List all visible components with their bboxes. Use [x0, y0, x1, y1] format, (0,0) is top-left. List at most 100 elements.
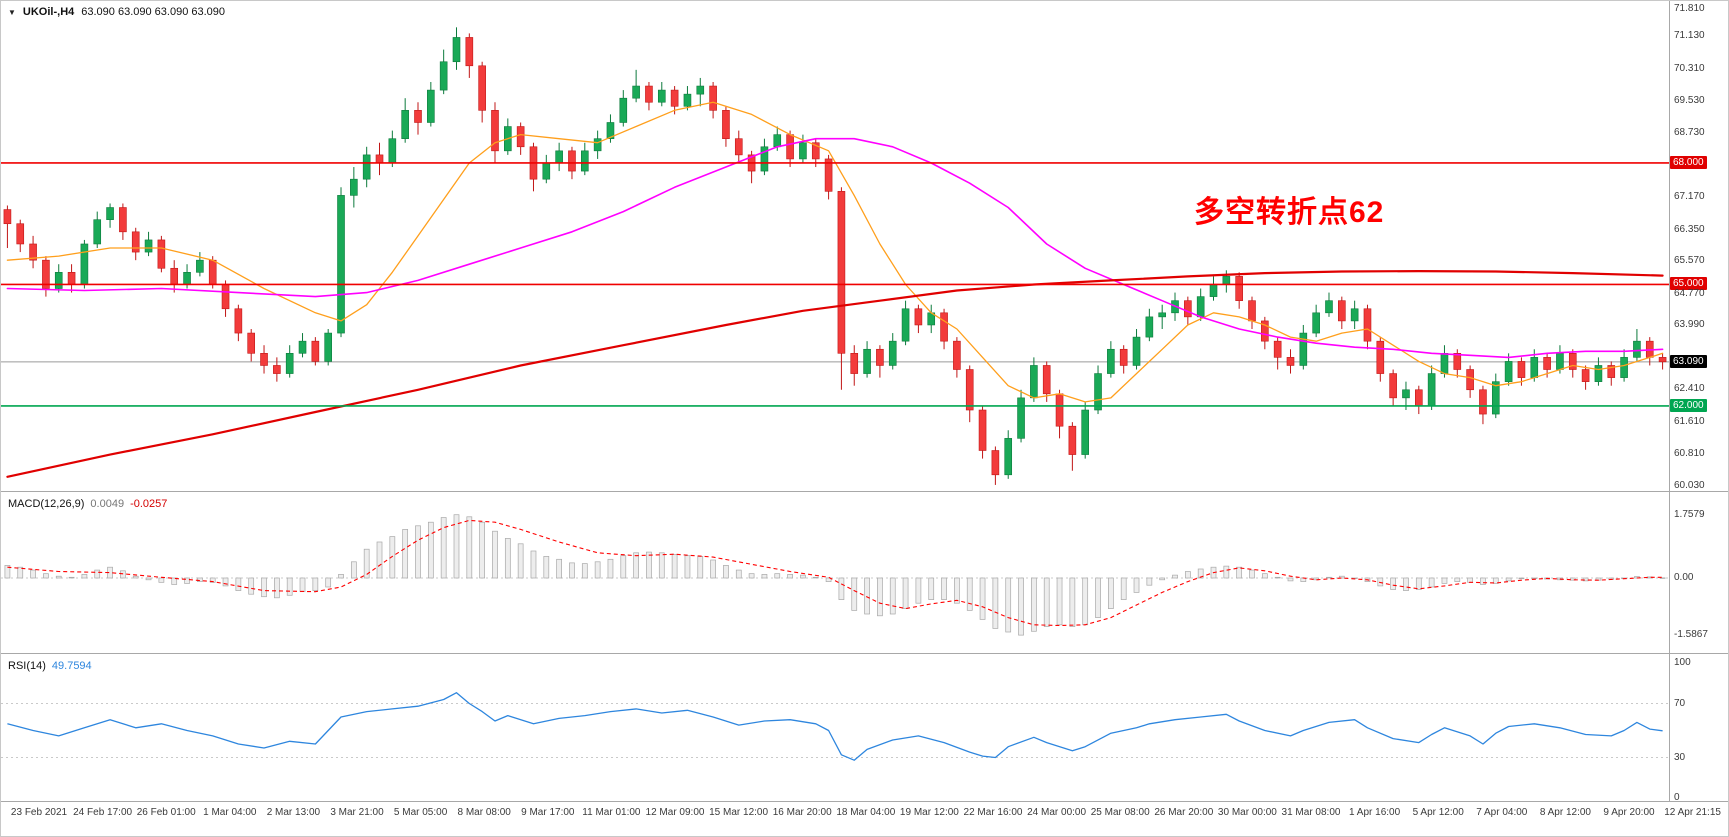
candle — [1145, 308, 1154, 342]
panel-separator-rsi-time[interactable] — [1, 801, 1728, 802]
candle — [683, 86, 692, 111]
price-axis-label: 65.570 — [1674, 255, 1705, 267]
symbol-info-bar[interactable]: ▼ UKOil-,H4 63.090 63.090 63.090 63.090 — [8, 6, 225, 18]
ohlc-values: 63.090 63.090 63.090 63.090 — [81, 6, 226, 18]
candle — [1389, 369, 1397, 406]
candle — [619, 90, 628, 127]
candle — [1248, 296, 1256, 330]
candle — [1312, 304, 1320, 338]
time-axis-label: 19 Mar 12:00 — [899, 807, 959, 818]
candle — [1132, 329, 1141, 370]
candle — [901, 300, 910, 346]
macd-axis-label: -1.5867 — [1674, 629, 1708, 641]
time-axis: 23 Feb 2021 24 Feb 17:00 26 Feb 01:00 1 Mar… — [1, 802, 1728, 836]
candle — [1081, 401, 1089, 459]
price-axis-label: 61.610 — [1674, 415, 1705, 427]
candle — [722, 106, 730, 147]
chevron-down-icon[interactable]: ▼ — [8, 7, 16, 17]
candle — [1042, 361, 1051, 402]
price-tag-68.000: 68.000 — [1670, 155, 1707, 169]
candle — [1325, 292, 1333, 317]
candle — [16, 219, 25, 253]
price-axis-label: 60.810 — [1674, 448, 1705, 460]
time-axis-label: 7 Apr 04:00 — [1476, 807, 1528, 818]
candle — [491, 102, 499, 163]
candle — [1376, 337, 1385, 382]
candle — [1094, 365, 1102, 415]
time-axis-label: 24 Feb 17:00 — [73, 807, 133, 818]
time-axis-label: 2 Mar 13:00 — [266, 807, 321, 818]
macd-main-value: 0.0049 — [90, 498, 125, 510]
candle — [170, 260, 179, 293]
time-axis-label: 9 Mar 17:00 — [521, 807, 575, 818]
price-axis-label: 71.810 — [1674, 2, 1705, 14]
candle — [1261, 316, 1269, 350]
candle — [580, 142, 589, 176]
candle — [285, 345, 294, 378]
candle — [542, 154, 551, 184]
candle — [157, 235, 166, 273]
candle — [131, 227, 140, 261]
macd-panel — [1, 514, 1669, 636]
candle — [876, 345, 884, 378]
candle — [234, 304, 243, 342]
candles-layer — [3, 27, 1667, 485]
time-axis-label: 5 Apr 12:00 — [1412, 807, 1464, 818]
candle — [1209, 276, 1218, 301]
horizontal-level-lines[interactable] — [1, 162, 1669, 407]
price-axis-label: 67.170 — [1674, 190, 1705, 202]
candle — [1517, 357, 1526, 386]
time-axis-label: 23 Feb 2021 — [10, 807, 68, 818]
time-axis-label: 12 Mar 09:00 — [645, 807, 705, 818]
candle — [824, 154, 833, 200]
time-axis-label: 26 Mar 20:00 — [1154, 807, 1214, 818]
candle — [106, 203, 114, 228]
time-axis-label: 11 Mar 01:00 — [582, 807, 641, 818]
candle — [3, 205, 12, 249]
candle — [1004, 430, 1013, 479]
macd-axis-label: 1.7579 — [1674, 508, 1705, 520]
candle — [837, 187, 846, 390]
candle — [478, 61, 486, 123]
candle — [1363, 304, 1372, 350]
price-axis-label: 70.310 — [1674, 63, 1705, 75]
candle — [1055, 389, 1064, 439]
macd-name: MACD(12,26,9) — [8, 498, 85, 510]
candle — [1273, 337, 1282, 370]
candle — [324, 329, 332, 366]
time-axis-label: 22 Mar 16:00 — [963, 807, 1023, 818]
candle — [298, 333, 307, 358]
candle — [1633, 329, 1641, 362]
panel-separator-macd-rsi[interactable] — [1, 653, 1728, 654]
time-axis-label: 5 Mar 05:00 — [393, 807, 448, 818]
candle — [1645, 337, 1654, 366]
price-axis-label: 69.530 — [1674, 95, 1705, 107]
candle — [1658, 353, 1667, 370]
time-axis-label: 9 Apr 20:00 — [1603, 807, 1655, 818]
rsi-name: RSI(14) — [8, 660, 46, 672]
candle — [516, 122, 525, 155]
candle — [657, 81, 666, 107]
price-annotation[interactable]: 多空转折点62 — [1194, 196, 1385, 229]
candle — [54, 264, 63, 293]
time-axis-label: 15 Mar 12:00 — [709, 807, 769, 818]
price-axis-label: 60.030 — [1674, 479, 1705, 491]
macd-axis-label: 0.00 — [1674, 572, 1694, 583]
candle — [914, 304, 923, 334]
candle — [1030, 357, 1038, 402]
panel-separator-price-macd[interactable] — [1, 491, 1728, 492]
candle — [606, 114, 615, 143]
candle — [632, 69, 640, 103]
macd-signal-value: -0.0257 — [130, 498, 168, 510]
rsi-panel — [1, 692, 1669, 761]
candle — [388, 130, 397, 168]
rsi-axis-label: 30 — [1674, 751, 1686, 763]
candle — [29, 235, 37, 269]
time-axis-label: 12 Apr 21:15 — [1664, 807, 1721, 818]
candle — [1068, 422, 1077, 471]
candle — [1479, 385, 1487, 425]
time-axis-label: 16 Mar 20:00 — [772, 807, 832, 818]
candle — [1286, 349, 1295, 374]
candle — [427, 81, 435, 127]
